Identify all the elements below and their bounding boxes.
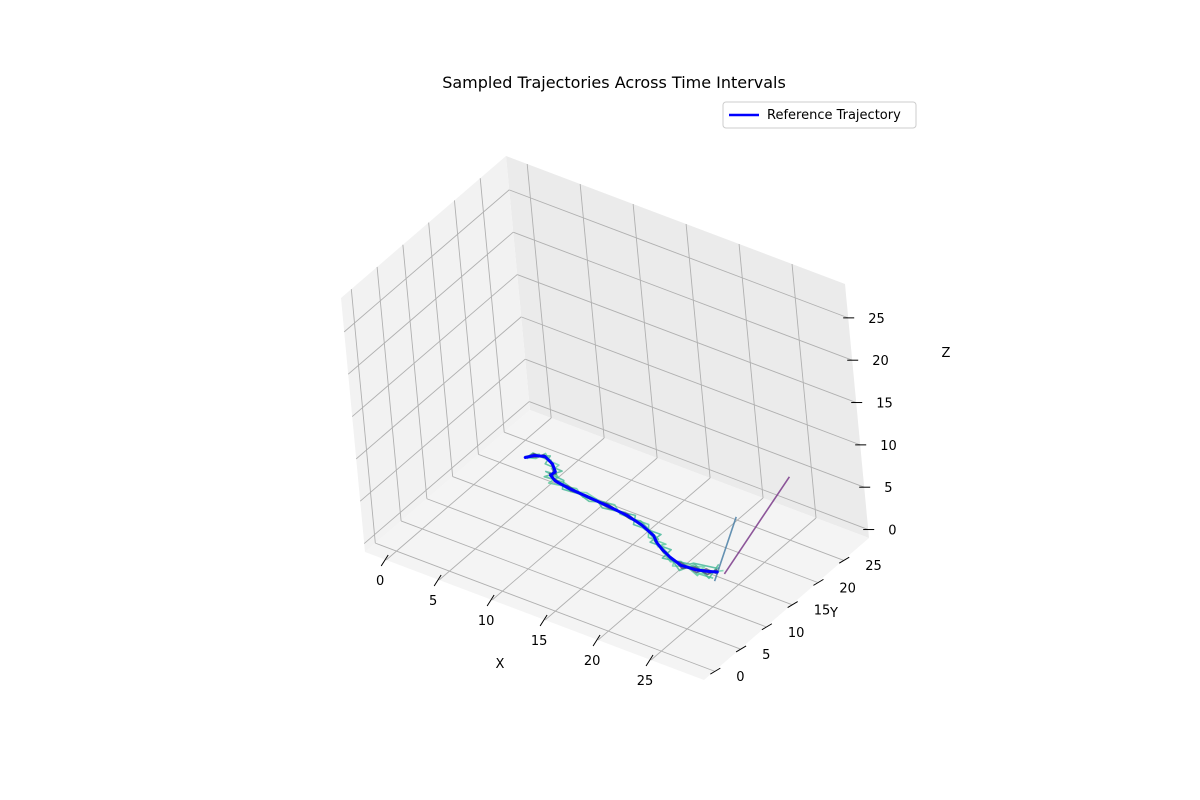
x-tick bbox=[539, 614, 548, 627]
trajectories bbox=[523, 452, 791, 582]
z-gridline-side bbox=[351, 274, 518, 417]
y-gridline-side bbox=[376, 266, 402, 521]
grid-lines bbox=[343, 163, 869, 672]
y-axis-label: Y bbox=[829, 606, 838, 621]
y-tick bbox=[787, 601, 798, 608]
y-tick-label: 15 bbox=[814, 604, 831, 619]
z-gridline-back bbox=[509, 189, 849, 319]
x-tick bbox=[592, 634, 601, 647]
z-gridline-side bbox=[359, 358, 526, 502]
y-tick-label: 10 bbox=[788, 626, 805, 641]
z-gridline-side bbox=[343, 189, 510, 333]
y-tick bbox=[838, 556, 850, 564]
z-gridline-side bbox=[363, 401, 530, 544]
y-tick-label: 25 bbox=[865, 559, 882, 574]
outlier-trajectory bbox=[713, 516, 737, 582]
z-gridline-back bbox=[521, 316, 861, 446]
x-gridline-floor bbox=[650, 517, 817, 661]
x-gridline-back bbox=[526, 163, 552, 419]
x-gridline-back bbox=[579, 183, 605, 439]
x-tick bbox=[645, 654, 654, 667]
x-gridline-floor bbox=[385, 417, 552, 561]
floor-pane bbox=[365, 410, 869, 680]
reference-trajectory-line bbox=[523, 454, 719, 574]
x-gridline-back bbox=[632, 203, 658, 459]
x-gridline-floor bbox=[438, 437, 605, 581]
x-tick bbox=[486, 594, 495, 607]
y-tick-label: 0 bbox=[736, 670, 744, 685]
legend: Reference Trajectory bbox=[722, 101, 917, 129]
legend-frame bbox=[722, 101, 917, 129]
axis-ticks: 0 5 10 15 20 25 0 5 10 15 20 25 0 5 10 15 20 25 bbox=[376, 312, 897, 689]
x-tick bbox=[380, 554, 389, 567]
x-axis-label: X bbox=[496, 657, 505, 672]
y-gridline-side bbox=[350, 289, 376, 544]
z-axis-label: Z bbox=[942, 346, 951, 361]
z-gridline-back bbox=[529, 401, 869, 530]
z-tick-label: 25 bbox=[868, 312, 885, 327]
x-gridline-floor bbox=[544, 477, 711, 621]
back-pane bbox=[506, 156, 869, 538]
z-gridline-back bbox=[525, 358, 865, 488]
y-gridline-floor bbox=[426, 498, 767, 628]
z-tick-label: 15 bbox=[876, 397, 893, 412]
y-gridline-floor bbox=[478, 453, 818, 583]
y-gridline-floor bbox=[452, 476, 792, 605]
z-tick-label: 20 bbox=[872, 354, 889, 369]
x-tick-label: 0 bbox=[376, 574, 384, 589]
y-tick bbox=[710, 667, 721, 675]
x-tick-label: 20 bbox=[584, 654, 601, 669]
outlier-trajectory bbox=[723, 476, 791, 575]
y-tick-label: 5 bbox=[762, 648, 770, 663]
y-tick bbox=[761, 623, 773, 631]
z-tick-label: 0 bbox=[888, 524, 896, 539]
z-gridline-side bbox=[355, 316, 522, 460]
y-tick bbox=[735, 645, 747, 653]
legend-entry-reference: Reference Trajectory bbox=[767, 108, 901, 123]
x-tick-label: 15 bbox=[531, 634, 548, 649]
x-gridline-floor bbox=[597, 497, 764, 641]
z-gridline-side bbox=[347, 231, 514, 375]
z-tick-label: 10 bbox=[880, 439, 897, 454]
chart-title: Sampled Trajectories Across Time Interva… bbox=[442, 73, 786, 92]
z-gridline-back bbox=[517, 274, 857, 403]
x-gridline-back bbox=[738, 243, 764, 499]
z-gridline-back bbox=[513, 231, 853, 361]
y-gridline-side bbox=[428, 222, 454, 477]
y-tick-label: 20 bbox=[839, 581, 856, 596]
x-gridline-back bbox=[685, 223, 711, 479]
x-gridline-back bbox=[791, 263, 817, 519]
x-tick bbox=[433, 574, 442, 587]
y-gridline-side bbox=[453, 200, 479, 455]
x-tick-label: 10 bbox=[478, 614, 495, 629]
x-tick-label: 25 bbox=[637, 674, 654, 689]
x-tick-label: 5 bbox=[429, 594, 437, 609]
z-tick-label: 5 bbox=[884, 481, 892, 496]
y-tick bbox=[813, 578, 824, 586]
side-pane bbox=[341, 156, 530, 552]
x-gridline-floor bbox=[491, 457, 658, 601]
y-gridline-floor bbox=[400, 520, 741, 650]
axes-panes bbox=[341, 156, 869, 680]
y-gridline-side bbox=[402, 244, 428, 499]
y-gridline-floor bbox=[504, 431, 844, 561]
y-gridline-floor bbox=[375, 542, 715, 672]
y-gridline-side bbox=[479, 178, 505, 433]
